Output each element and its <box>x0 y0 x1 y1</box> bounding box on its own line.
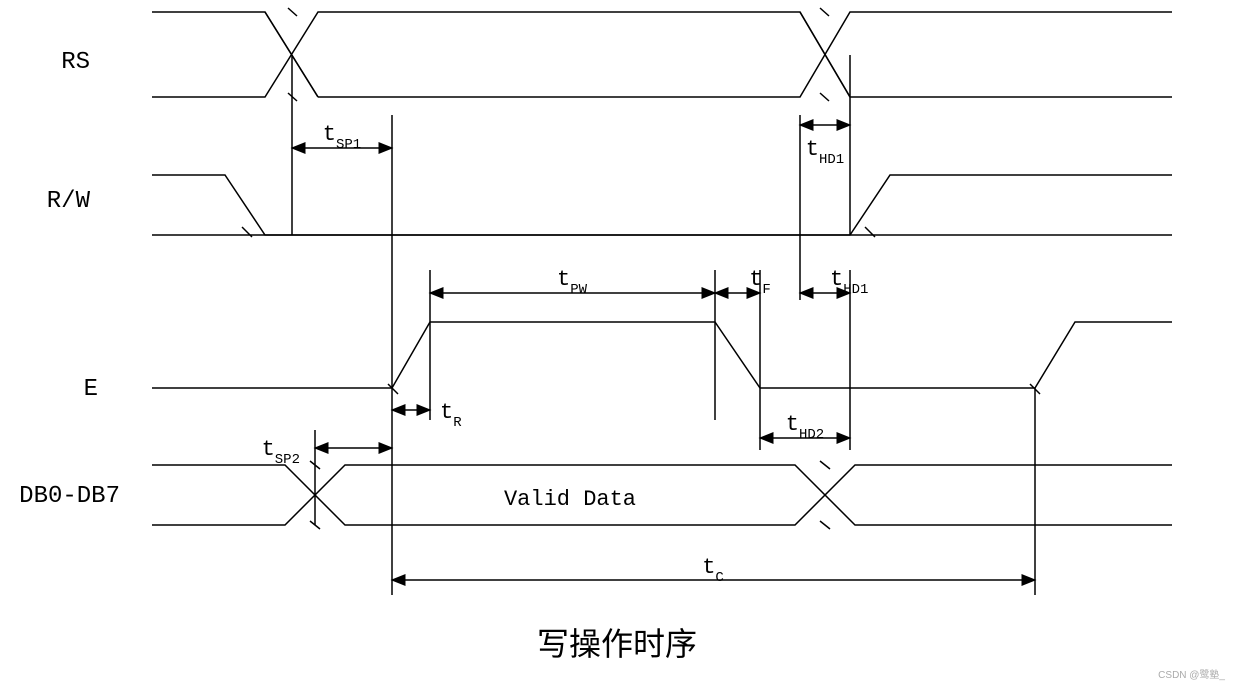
label-tc: tC <box>702 555 724 586</box>
label-rs: RS <box>61 49 90 76</box>
label-thd1-top: tHD1 <box>806 137 844 168</box>
signal-rw: R/W <box>47 175 1172 237</box>
label-tr: tR <box>440 400 462 431</box>
guide-lines <box>292 55 1035 595</box>
signal-db: DB0-DB7 Valid Data <box>19 461 1172 529</box>
signal-rs: RS <box>61 8 1172 101</box>
dimensions: tSP1 tHD1 tPW tF tHD1 tR tHD2 <box>262 122 1035 586</box>
valid-data-label: Valid Data <box>504 487 636 512</box>
label-rw: R/W <box>47 188 91 215</box>
credit-text: CSDN @鹭塾_ <box>1158 668 1225 681</box>
label-e: E <box>84 376 98 403</box>
label-db: DB0-DB7 <box>19 483 120 510</box>
diagram-title: 写操作时序 <box>537 626 697 662</box>
label-tsp2: tSP2 <box>262 437 300 468</box>
timing-diagram: RS R/W E DB0-DB7 <box>0 0 1235 686</box>
signal-e: E <box>84 322 1172 403</box>
